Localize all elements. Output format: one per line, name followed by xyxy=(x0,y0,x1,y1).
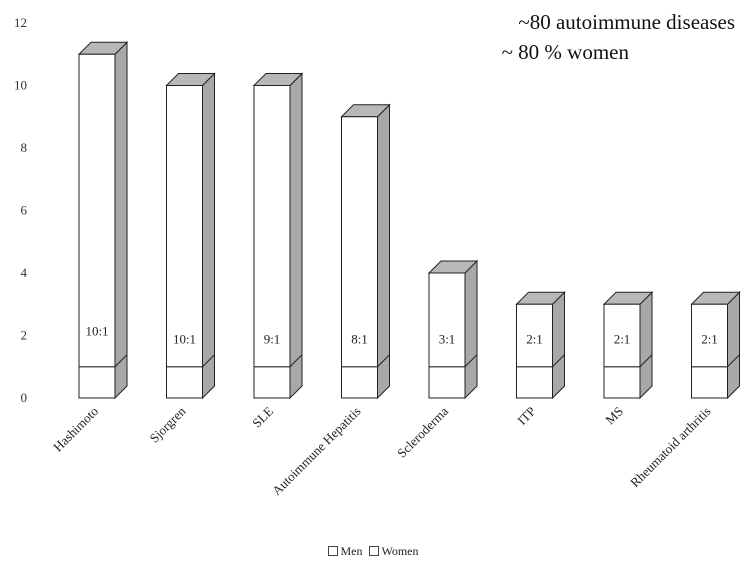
bar-side-split xyxy=(727,354,740,368)
bar-group: 2:1 xyxy=(602,291,654,400)
bar-segment-women xyxy=(78,53,116,368)
bar-side xyxy=(202,72,215,400)
bar-group: 3:1 xyxy=(427,259,479,400)
bar-side xyxy=(552,291,565,400)
category-label: SLE xyxy=(249,403,276,430)
bar-ratio-label: 10:1 xyxy=(85,324,108,339)
bar-side-split xyxy=(114,354,128,368)
bar-side xyxy=(289,72,303,400)
bar-group: 8:1 xyxy=(340,103,391,400)
bar-side xyxy=(114,41,128,400)
bar-side-split xyxy=(202,354,215,368)
bar-side xyxy=(639,291,653,400)
bar-side-split xyxy=(552,354,565,368)
category-label: ITP xyxy=(514,404,538,428)
legend: Men Women xyxy=(0,544,747,559)
bar-side xyxy=(377,103,390,400)
bar-segment-women xyxy=(691,303,728,368)
y-tick-label: 6 xyxy=(21,203,28,218)
y-tick-label: 10 xyxy=(14,78,27,93)
bar-group: 2:1 xyxy=(515,291,566,400)
category-label: Scleroderma xyxy=(394,403,451,460)
category-label: MS xyxy=(602,404,626,428)
legend-label-men: Men xyxy=(340,544,363,558)
bar-segment-men xyxy=(253,366,291,399)
legend-swatch-men xyxy=(328,546,339,556)
bar-segment-women xyxy=(603,303,641,368)
bar-ratio-label: 2:1 xyxy=(701,331,718,346)
bar-ratio-label: 3:1 xyxy=(439,331,456,346)
legend-item-women: Women xyxy=(369,544,419,559)
bar-segment-women xyxy=(166,85,203,368)
category-label: Sjorgren xyxy=(147,403,189,445)
bar-segment-women xyxy=(428,272,466,368)
bar-side-split xyxy=(639,354,653,368)
bar-segment-men xyxy=(78,366,116,399)
bar-ratio-label: 10:1 xyxy=(173,331,196,346)
legend-item-men: Men xyxy=(328,544,362,559)
bar-group: 9:1 xyxy=(252,72,304,400)
y-tick-label: 2 xyxy=(21,328,28,343)
bar-side-split xyxy=(464,354,478,368)
y-tick-label: 8 xyxy=(21,140,28,155)
bar-ratio-label: 2:1 xyxy=(526,331,543,346)
bar-segment-women xyxy=(516,303,553,368)
annotation-disease-count: ~80 autoimmune diseases xyxy=(518,10,735,34)
category-label: Autoimmune Hepatitis xyxy=(269,404,364,499)
bar-segment-men xyxy=(428,366,466,399)
legend-swatch-women xyxy=(369,546,380,556)
bar-group: 2:1 xyxy=(690,291,741,400)
bar-group: 10:1 xyxy=(165,72,216,400)
category-label: Hashimoto xyxy=(50,404,101,455)
bar-side xyxy=(464,259,478,400)
bar-segment-men xyxy=(603,366,641,399)
y-tick-label: 12 xyxy=(14,15,27,30)
bar-ratio-label: 2:1 xyxy=(614,331,631,346)
category-label: Rheumatoid arthritis xyxy=(627,404,713,490)
bar-segment-men xyxy=(166,366,203,399)
y-axis: 0 2 4 6 8 10 12 xyxy=(14,15,28,405)
bar-segment-men xyxy=(516,366,553,399)
bar-ratio-label: 8:1 xyxy=(351,331,368,346)
bars: 10:1 10:1 9:1 8:1 3:1 2:1 2:1 2:1 xyxy=(77,41,741,400)
bar-segment-men xyxy=(341,366,378,399)
bar-segment-men xyxy=(691,366,728,399)
legend-label-women: Women xyxy=(381,544,419,558)
y-tick-label: 0 xyxy=(21,390,28,405)
annotation-women-share: ~ 80 % women xyxy=(501,40,629,64)
bar-side-split xyxy=(289,354,303,368)
bar-ratio-label: 9:1 xyxy=(264,331,281,346)
bar-side xyxy=(727,291,740,400)
bar-segment-women xyxy=(341,116,378,368)
bar-side-split xyxy=(377,354,390,368)
bar-segment-women xyxy=(253,85,291,368)
bar-group: 10:1 xyxy=(77,41,129,400)
y-tick-label: 4 xyxy=(21,265,28,280)
